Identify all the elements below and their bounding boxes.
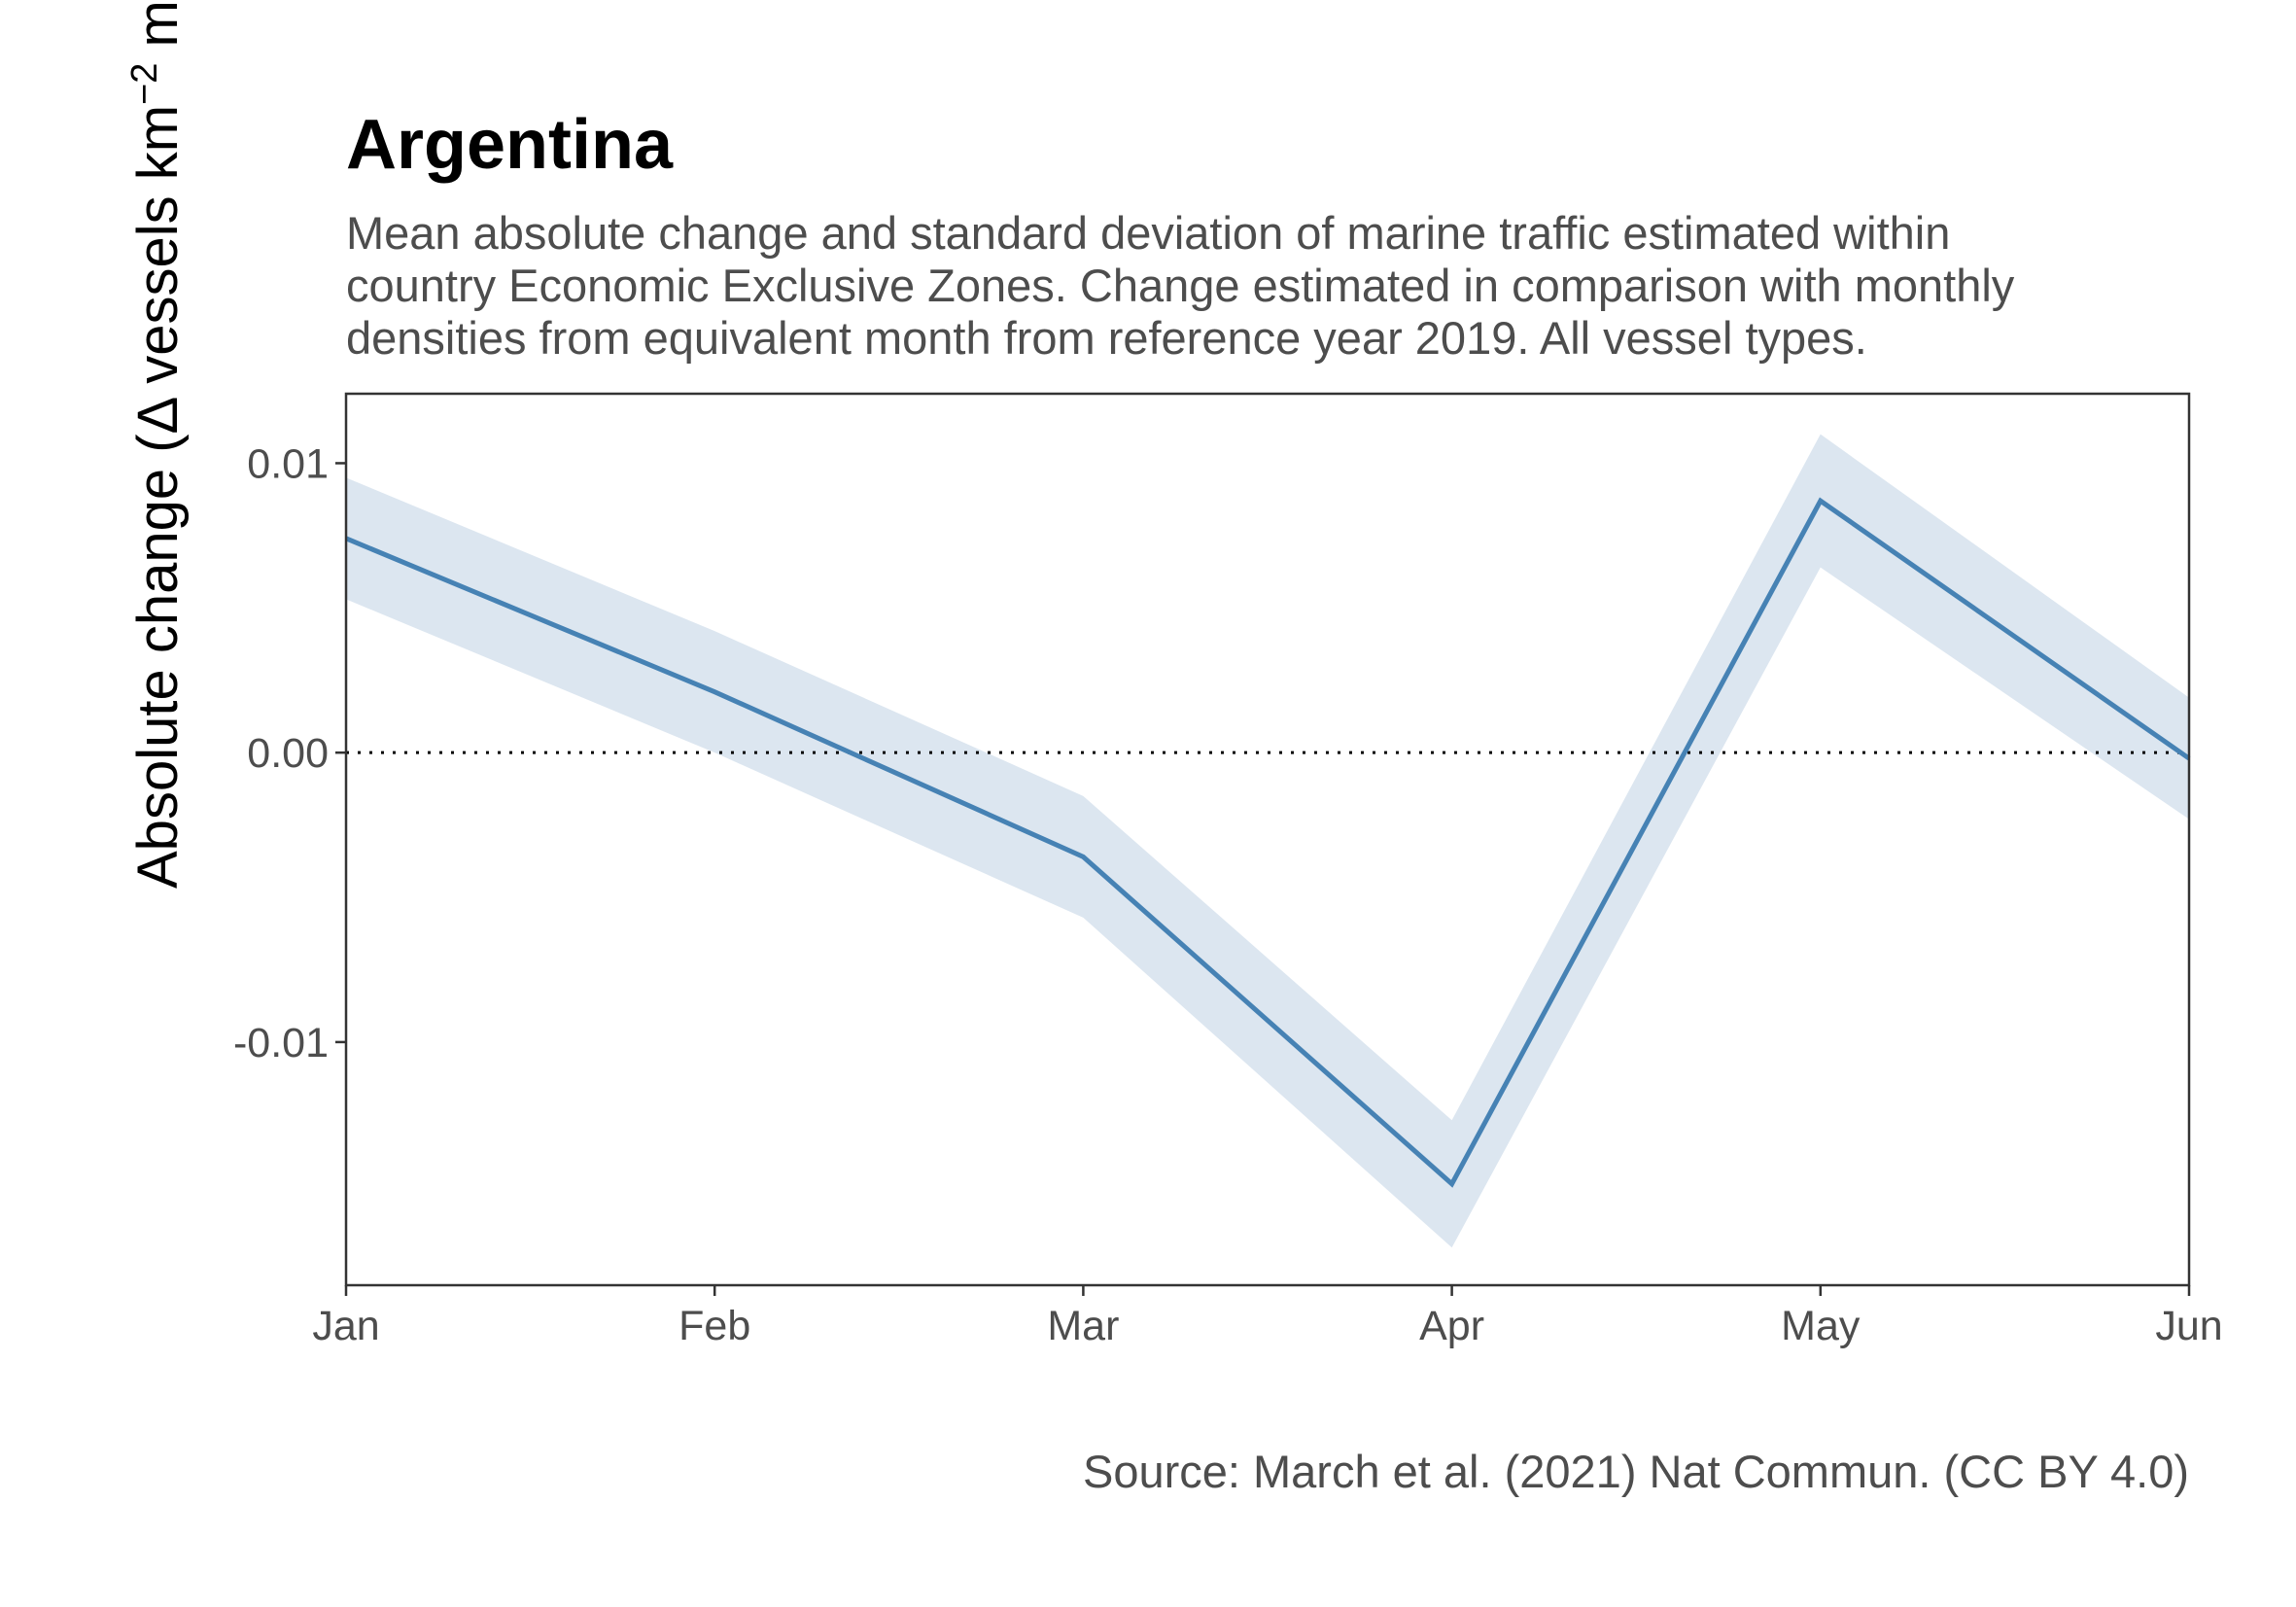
x-tick-label: Mar [1047,1303,1119,1349]
y-tick-label: -0.01 [233,1020,329,1066]
x-tick-label: May [1781,1303,1861,1349]
x-tick-label: Jun [2155,1303,2222,1349]
data-point-feb [713,689,717,694]
data-point-mar [1081,855,1086,859]
data-point-may [1818,499,1823,504]
y-tick-label: 0.00 [247,730,329,777]
chart-title: Argentina [346,106,674,184]
x-tick-label: Apr [1419,1303,1484,1349]
x-tick-label: Jan [312,1303,379,1349]
subtitle-line-2: country Economic Exclusive Zones. Change… [346,260,2015,311]
subtitle-line-1: Mean absolute change and standard deviat… [346,207,1950,259]
x-tick-label: Feb [678,1303,750,1349]
data-point-apr [1449,1181,1454,1186]
chart-subtitle: Mean absolute change and standard deviat… [346,207,2015,364]
delta-symbol: Δ [126,398,190,434]
sd-band [346,434,2189,1248]
subtitle-line-3: densities from equivalent month from ref… [346,312,1867,364]
mean-change-line [345,497,2191,1188]
chart-caption: Source: March et al. (2021) Nat Commun. … [1083,1446,2189,1497]
plot-area [345,434,2191,1248]
y-tick-label: 0.01 [247,440,329,487]
y-axis-title: Absolute change (Δ vessels km−2 month−1) [124,0,190,889]
plot-panel-border [344,392,2191,1287]
x-axis: Jan Feb Mar Apr May Jun [312,1285,2223,1349]
y-axis: 0.01 0.00 -0.01 [233,440,346,1066]
